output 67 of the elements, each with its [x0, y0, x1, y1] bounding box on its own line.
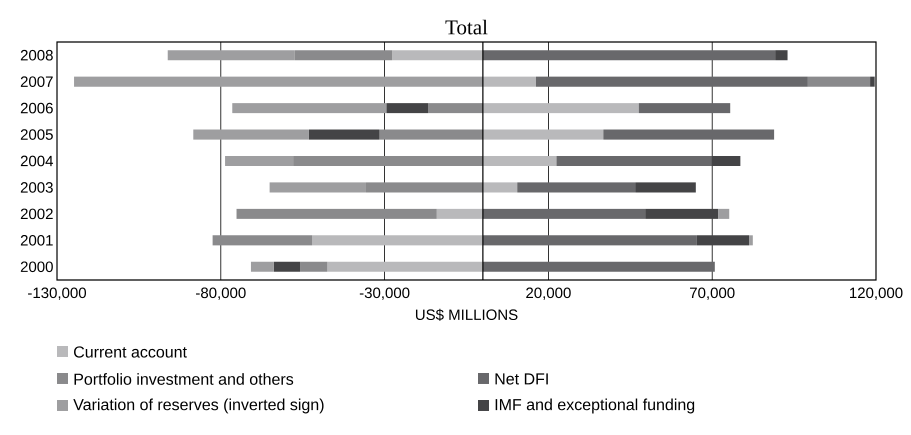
bar — [379, 130, 483, 140]
legend-label: Net DFI — [496, 373, 548, 385]
y-tick-label: 2003 — [20, 182, 53, 193]
bar — [232, 103, 387, 114]
y-tick-label: 2000 — [20, 261, 53, 272]
legend-label: Current account — [74, 346, 187, 358]
x-tick-label: -80,000 — [196, 288, 246, 300]
bar — [808, 76, 870, 87]
bar — [482, 182, 518, 192]
x-axis-title: US$ MILLIONS — [416, 308, 518, 321]
x-tick-label: 120,000 — [850, 288, 902, 300]
bar — [749, 235, 753, 246]
bar — [436, 208, 483, 219]
y-tick-label: 2004 — [20, 156, 54, 166]
bar — [250, 262, 274, 272]
x-tick-label: -30,000 — [360, 288, 410, 300]
bar — [870, 76, 875, 87]
bar — [225, 156, 294, 166]
bar — [274, 262, 300, 272]
bar — [366, 182, 483, 192]
bar — [74, 76, 483, 87]
bar — [482, 103, 639, 114]
bar — [236, 208, 437, 219]
bar — [638, 103, 730, 114]
bar — [482, 76, 536, 87]
bar — [482, 130, 604, 140]
bar — [536, 76, 808, 87]
bar — [696, 235, 750, 246]
bar — [168, 50, 295, 60]
bar — [482, 156, 557, 166]
x-tick-label: 20,000 — [526, 288, 571, 300]
bar — [603, 130, 774, 140]
bar — [482, 235, 697, 246]
bar — [294, 156, 483, 166]
legend-label: IMF and exceptional funding — [496, 398, 694, 414]
bar — [482, 208, 646, 219]
bar — [300, 262, 328, 272]
x-tick-label: -130,000 — [28, 288, 86, 300]
bar — [645, 208, 718, 219]
bar — [718, 208, 730, 219]
y-tick-label: 2008 — [20, 50, 53, 61]
bar — [270, 182, 366, 192]
bar — [775, 50, 788, 60]
bar — [212, 235, 312, 246]
y-tick-label: 2001 — [20, 235, 53, 246]
bar — [482, 262, 715, 272]
bar — [392, 50, 483, 60]
bar — [308, 130, 380, 140]
bar — [635, 182, 696, 192]
bar — [294, 50, 392, 60]
y-tick-label: 2005 — [20, 129, 53, 140]
y-tick-label: 2007 — [20, 76, 53, 87]
bar — [193, 130, 309, 140]
bar — [428, 103, 483, 114]
bar — [482, 50, 776, 60]
legend-label: Variation of reserves (inverted sign) — [73, 398, 324, 414]
x-tick-label: 70,000 — [690, 288, 735, 300]
bar — [312, 235, 483, 246]
bar — [556, 156, 712, 166]
bar — [327, 262, 483, 272]
y-tick-label: 2006 — [20, 102, 53, 114]
bar — [711, 156, 740, 166]
y-tick-label: 2002 — [20, 208, 53, 220]
legend-label: Portfolio investment and others — [74, 373, 294, 385]
bar — [517, 182, 636, 192]
bar — [386, 103, 428, 114]
chart-title: Total — [445, 20, 488, 34]
